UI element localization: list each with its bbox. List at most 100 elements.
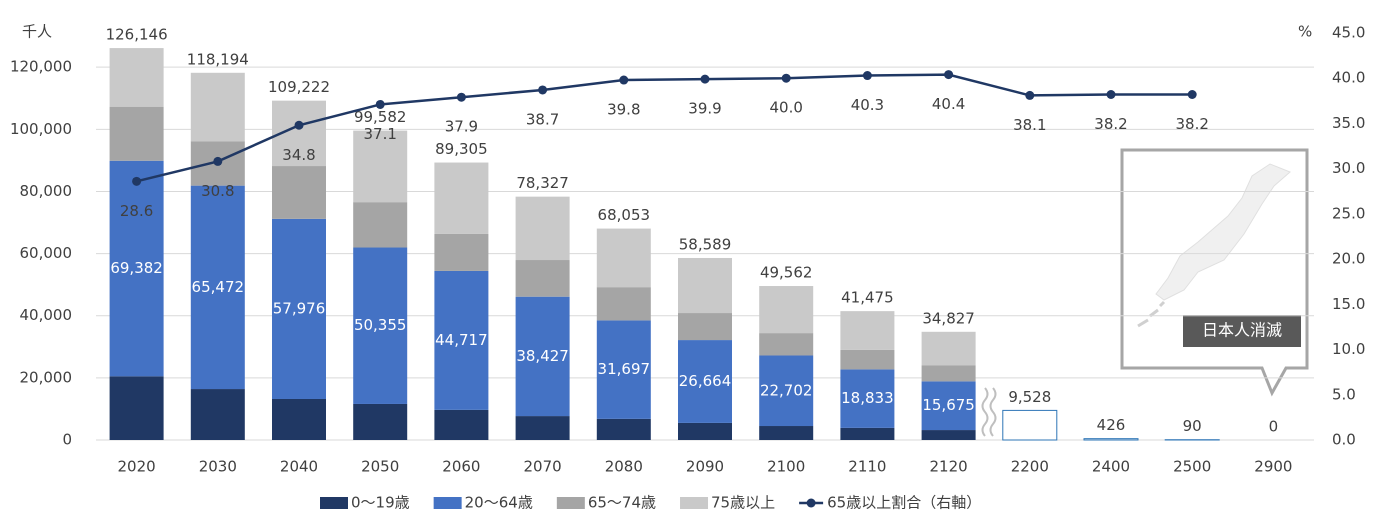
y2-tick-label: 35.0	[1332, 114, 1365, 132]
y-tick-label: 80,000	[20, 182, 73, 200]
legend-swatch	[320, 497, 348, 509]
y2-tick-label: 10.0	[1332, 340, 1365, 358]
bar-segment	[272, 166, 326, 219]
bar-value-label: 31,697	[598, 360, 651, 378]
bar-outline	[1083, 438, 1139, 441]
line-point	[538, 85, 548, 95]
bar-segment	[109, 160, 164, 377]
bar-segment	[434, 409, 489, 440]
bar-segment	[353, 130, 408, 203]
x-tick-label: 2020	[118, 458, 156, 476]
line-value-label: 38.2	[1175, 115, 1208, 133]
line-value-label: 30.8	[201, 182, 234, 200]
x-tick-label: 2090	[686, 458, 724, 476]
bar-value-label: 22,702	[760, 381, 813, 399]
bar-segment	[840, 427, 895, 440]
total-label: 78,327	[516, 174, 569, 192]
bar-outline	[1002, 409, 1058, 441]
bar-segment	[515, 260, 570, 297]
line-value-label: 40.4	[932, 95, 965, 113]
bar-value-label: 15,675	[922, 396, 975, 414]
total-label: 34,827	[922, 309, 975, 327]
y-tick-label: 20,000	[20, 368, 73, 386]
y2-tick-label: 20.0	[1332, 250, 1365, 268]
y-tick-label: 0	[62, 431, 72, 449]
bar-segment	[921, 331, 976, 366]
bar-segment	[921, 381, 976, 431]
line-value-label: 34.8	[282, 146, 315, 164]
legend-label: 75歳以上	[711, 494, 775, 512]
bar-segment	[434, 162, 489, 234]
bar-segment	[434, 233, 489, 271]
total-label: 126,146	[106, 26, 168, 44]
line-value-label: 37.9	[445, 118, 478, 136]
line-value-label: 38.1	[1013, 116, 1046, 134]
callout: 日本人消滅	[1120, 148, 1309, 397]
legend-swatch	[556, 497, 585, 509]
y2-tick-label: 15.0	[1332, 295, 1365, 313]
y-tick-label: 60,000	[20, 244, 73, 262]
bar-segment	[515, 416, 570, 440]
y-unit: 千人	[22, 23, 52, 41]
legend-marker	[806, 498, 816, 508]
bar-segment	[353, 202, 408, 248]
total-label: 68,053	[598, 206, 651, 224]
bar-segment	[434, 270, 489, 410]
x-tick-label: 2120	[930, 458, 968, 476]
line-point	[1106, 90, 1116, 100]
bar-segment	[759, 426, 814, 440]
bar-segment	[190, 72, 245, 142]
total-label: 90	[1183, 417, 1202, 435]
bar-segment	[109, 376, 164, 440]
bar-value-label: 57,976	[273, 299, 326, 317]
y2-tick-label: 30.0	[1332, 159, 1365, 177]
line-point	[132, 176, 142, 186]
total-label: 118,194	[187, 50, 249, 68]
bar-value-label: 69,382	[110, 259, 163, 277]
total-label: 89,305	[435, 140, 488, 158]
bar-value-label: 26,664	[679, 372, 732, 390]
line-point	[294, 120, 304, 130]
bar-segment	[272, 398, 326, 440]
break-line	[989, 387, 997, 437]
bar-segment	[596, 418, 651, 440]
islands	[1137, 300, 1166, 328]
bar-segment	[921, 365, 976, 382]
x-tick-label: 2080	[605, 458, 643, 476]
bar-segment	[272, 218, 326, 399]
legend: 0〜19歳 20〜64歳 65〜74歳 75歳以上 65歳以上割合（右軸）	[320, 494, 981, 512]
x-tick-label: 2900	[1254, 458, 1292, 476]
x-tick-label: 2070	[524, 458, 562, 476]
bar-segment	[759, 355, 814, 427]
y-tick-label: 120,000	[10, 58, 72, 76]
x-tick-label: 2110	[848, 458, 886, 476]
line	[136, 73, 1193, 183]
line-value-label: 38.7	[526, 110, 559, 128]
bar-segment	[515, 196, 570, 261]
line-point	[619, 75, 629, 85]
x-tick-label: 2200	[1011, 458, 1049, 476]
total-label: 0	[1269, 418, 1279, 436]
bar-segment	[109, 48, 164, 107]
total-label: 99,582	[354, 108, 407, 126]
y2-tick-label: 25.0	[1332, 204, 1365, 222]
axis-break	[981, 387, 997, 437]
bar-segment	[353, 403, 408, 440]
x-tick-label: 2060	[442, 458, 480, 476]
y2-tick-label: 0.0	[1332, 431, 1356, 449]
bar-segment	[678, 313, 732, 341]
total-label: 9,528	[1008, 388, 1051, 406]
bar-segment	[678, 340, 732, 423]
total-label: 426	[1097, 416, 1126, 434]
bar-segment	[515, 296, 570, 417]
line-point	[781, 73, 791, 83]
line-point	[213, 156, 223, 166]
line-point	[1025, 90, 1035, 100]
bar-segment	[759, 286, 814, 334]
total-label: 58,589	[679, 235, 732, 253]
y2-unit: %	[1298, 23, 1312, 41]
line-point	[944, 70, 954, 80]
bar-segment	[596, 228, 651, 288]
x-tick-label: 2500	[1173, 458, 1211, 476]
